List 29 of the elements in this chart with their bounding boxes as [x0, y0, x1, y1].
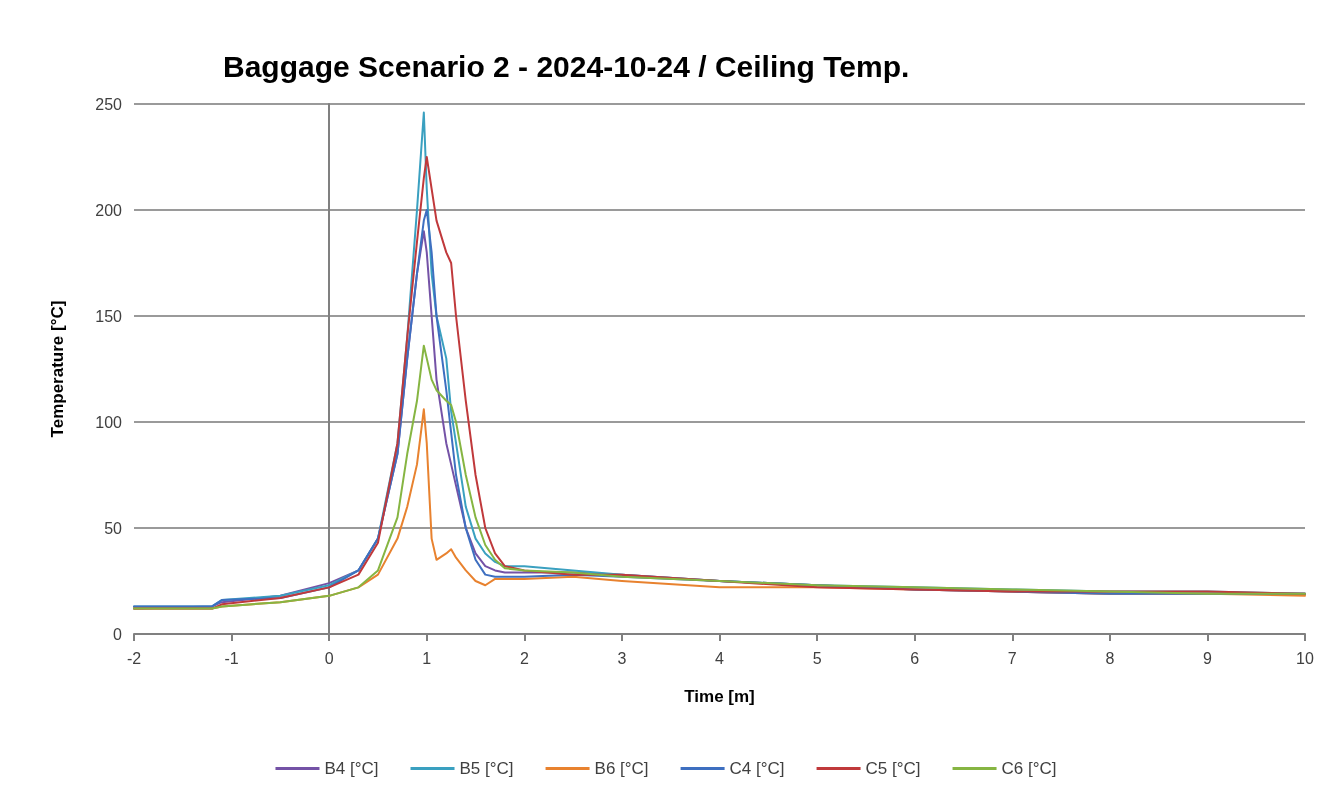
- y-tick-label: 0: [113, 625, 123, 643]
- chart-title: Baggage Scenario 2 - 2024-10-24 / Ceiling Temp.: [223, 49, 910, 83]
- x-tick-label: 6: [910, 649, 920, 667]
- x-tick-label: 1: [422, 649, 432, 667]
- legend-label: B5 [°C]: [459, 759, 514, 778]
- line-series: [133, 344, 1306, 610]
- x-tick-label: 2: [519, 649, 529, 667]
- y-axis-title: Temperature [°C]: [48, 300, 67, 438]
- x-tick-label: -1: [224, 649, 239, 667]
- x-tick-label: 4: [715, 649, 725, 667]
- x-tick-label: 9: [1202, 649, 1212, 667]
- x-tick-label: 7: [1007, 649, 1017, 667]
- x-tick-label: 3: [617, 649, 627, 667]
- y-tick-label: 250: [95, 95, 123, 113]
- x-tick-label: 5: [812, 649, 822, 667]
- x-axis-title: Time [m]: [684, 687, 755, 706]
- legend-label: C6 [°C]: [1001, 759, 1057, 778]
- y-tick-label: 100: [95, 413, 123, 431]
- legend-label: B4 [°C]: [324, 759, 379, 778]
- x-tick-label: -2: [126, 649, 142, 667]
- y-tick-label: 50: [104, 519, 123, 537]
- legend-label: C5 [°C]: [865, 759, 921, 778]
- legend-label: C4 [°C]: [729, 759, 785, 778]
- y-tick-label: 150: [95, 307, 123, 325]
- x-tick-label: 0: [324, 649, 334, 667]
- y-tick-label: 200: [95, 201, 123, 219]
- legend-label: B6 [°C]: [594, 759, 649, 778]
- x-tick-label: 8: [1105, 649, 1115, 667]
- x-tick-label: 10: [1296, 649, 1314, 667]
